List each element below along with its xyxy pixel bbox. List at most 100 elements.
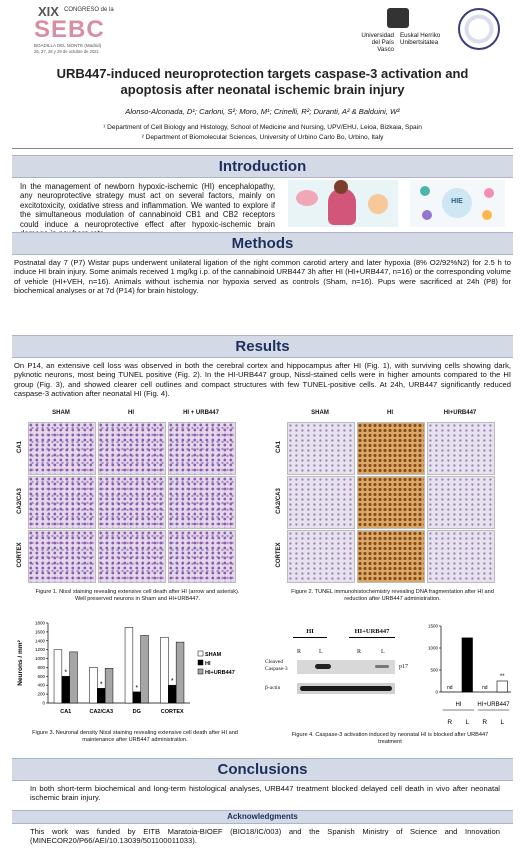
significance: * [100,681,103,688]
y-tick-label: 1400 [35,638,46,643]
section-heading: Introduction [12,155,513,178]
results-text: On P14, an extensive cell loss was obser… [14,361,511,399]
y-tick-label: 1600 [35,629,46,634]
upv-emblem [387,8,409,28]
micrograph [357,530,425,583]
legend-label: SHAM [205,652,222,658]
legend-swatch [197,650,204,657]
hie-illustration: HIE [410,180,505,227]
legend-swatch [197,659,204,666]
row-label: CA2/CA3 [17,487,23,514]
title: URB447-induced neuroprotection targets c… [56,66,469,97]
y-tick-label: 1000 [428,646,439,651]
column-label: HI [387,410,393,416]
bar [61,676,70,704]
micrograph [357,422,425,475]
blot-group-line [349,637,395,638]
column-label: HI [128,410,134,416]
y-tick-label: 0 [435,690,438,695]
bar [124,627,134,704]
bar [175,641,185,704]
intro-text: In the management of newborn hypoxic-isc… [20,182,275,238]
y-tick-label: 800 [37,665,45,670]
column-label: SHAM [52,410,70,416]
x-tick-label: R [482,719,487,726]
blot-lane: R [357,649,362,655]
brain-icon [296,190,318,206]
row-label: CA1 [17,440,23,453]
band-size: p17 [399,664,408,670]
figure-caption: Figure 1. Nissl staining revealing exten… [35,589,240,602]
baby-icon [368,194,388,214]
section-heading: Results [12,335,513,358]
x-tick-label: CORTEX [161,709,184,715]
conclusions-text: In both short-term biochemical and long-… [30,784,500,803]
legend-label: HI+URB447 [205,670,235,676]
row-label: CA2/CA3 [276,487,282,514]
micrograph [98,476,166,529]
bar [160,636,169,704]
y-tick-label: 1000 [35,656,46,661]
blot-band [300,686,392,691]
affiliation: ¹ Department of Cell Biology and Histolo… [103,124,422,131]
micrograph [427,530,495,583]
bar [69,651,78,704]
significance: ** [500,674,505,680]
x-tick-label: R [447,719,452,726]
figure-caption: Figure 2. TUNEL immunohistochemistry rev… [291,589,494,602]
micrograph [168,476,236,529]
micrograph [357,476,425,529]
divider [12,148,513,149]
row-label: CORTEX [17,542,23,568]
significance: * [171,678,174,685]
micrograph [28,422,96,475]
value-label: nd [447,685,453,691]
congress-name: SEBC [34,16,105,43]
x-tick-label: L [500,719,504,726]
congress-logo: XIX CONGRESO de la SEBC BOADILLA DEL MON… [30,4,130,56]
hie-icon [482,210,492,220]
significance: * [64,669,67,676]
university-es: Universidad del País Vasco [361,32,394,53]
legend-swatch [197,668,204,675]
acknowledgments-text: This work was funded by EITB Maratoia-BI… [30,827,500,846]
micrograph [287,422,355,475]
figure-body [328,188,356,225]
blot-strip [297,660,395,674]
legend-label: HI [205,661,211,667]
bar [53,649,63,704]
y-tick-label: 1500 [428,624,439,629]
section-heading: Acknowledgments [12,810,513,824]
group-label: HI+URB447 [477,702,510,708]
significance: * [135,685,138,692]
bar [97,688,106,704]
row-label: CORTEX [276,542,282,568]
figure-head [334,180,348,194]
x-tick-label: L [465,719,469,726]
group-label: HI [456,702,462,708]
hie-circle [442,188,472,218]
row-label: CA1 [276,440,282,453]
bar [104,668,114,704]
x-tick-label: CA1 [60,709,71,715]
micrograph [28,476,96,529]
micrograph [168,530,236,583]
section-heading: Methods [12,232,513,255]
affiliation: ² Department of Biomolecular Sciences, U… [141,134,384,141]
hie-icon [420,186,430,196]
intro-illustration [288,180,398,227]
bar [496,680,508,693]
urbino-seal [458,8,500,50]
figure-caption: Figure 4. Caspase-3 activation induced b… [291,732,489,745]
blot-lane: R [297,649,302,655]
y-tick-label: 0 [42,701,45,706]
y-tick-label: 600 [37,674,45,679]
y-tick-label: 1200 [35,647,46,652]
x-tick-label: CA2/CA3 [89,709,113,715]
micrograph [98,530,166,583]
caspase-chart: 0 500 1000 1500 Rnd L Rnd L ** HI HI+URB447 [428,624,511,726]
hie-icon [422,210,432,220]
band-label: β-actin [265,685,281,691]
column-label: HI + URB447 [183,410,219,416]
section-heading: Conclusions [12,758,513,781]
